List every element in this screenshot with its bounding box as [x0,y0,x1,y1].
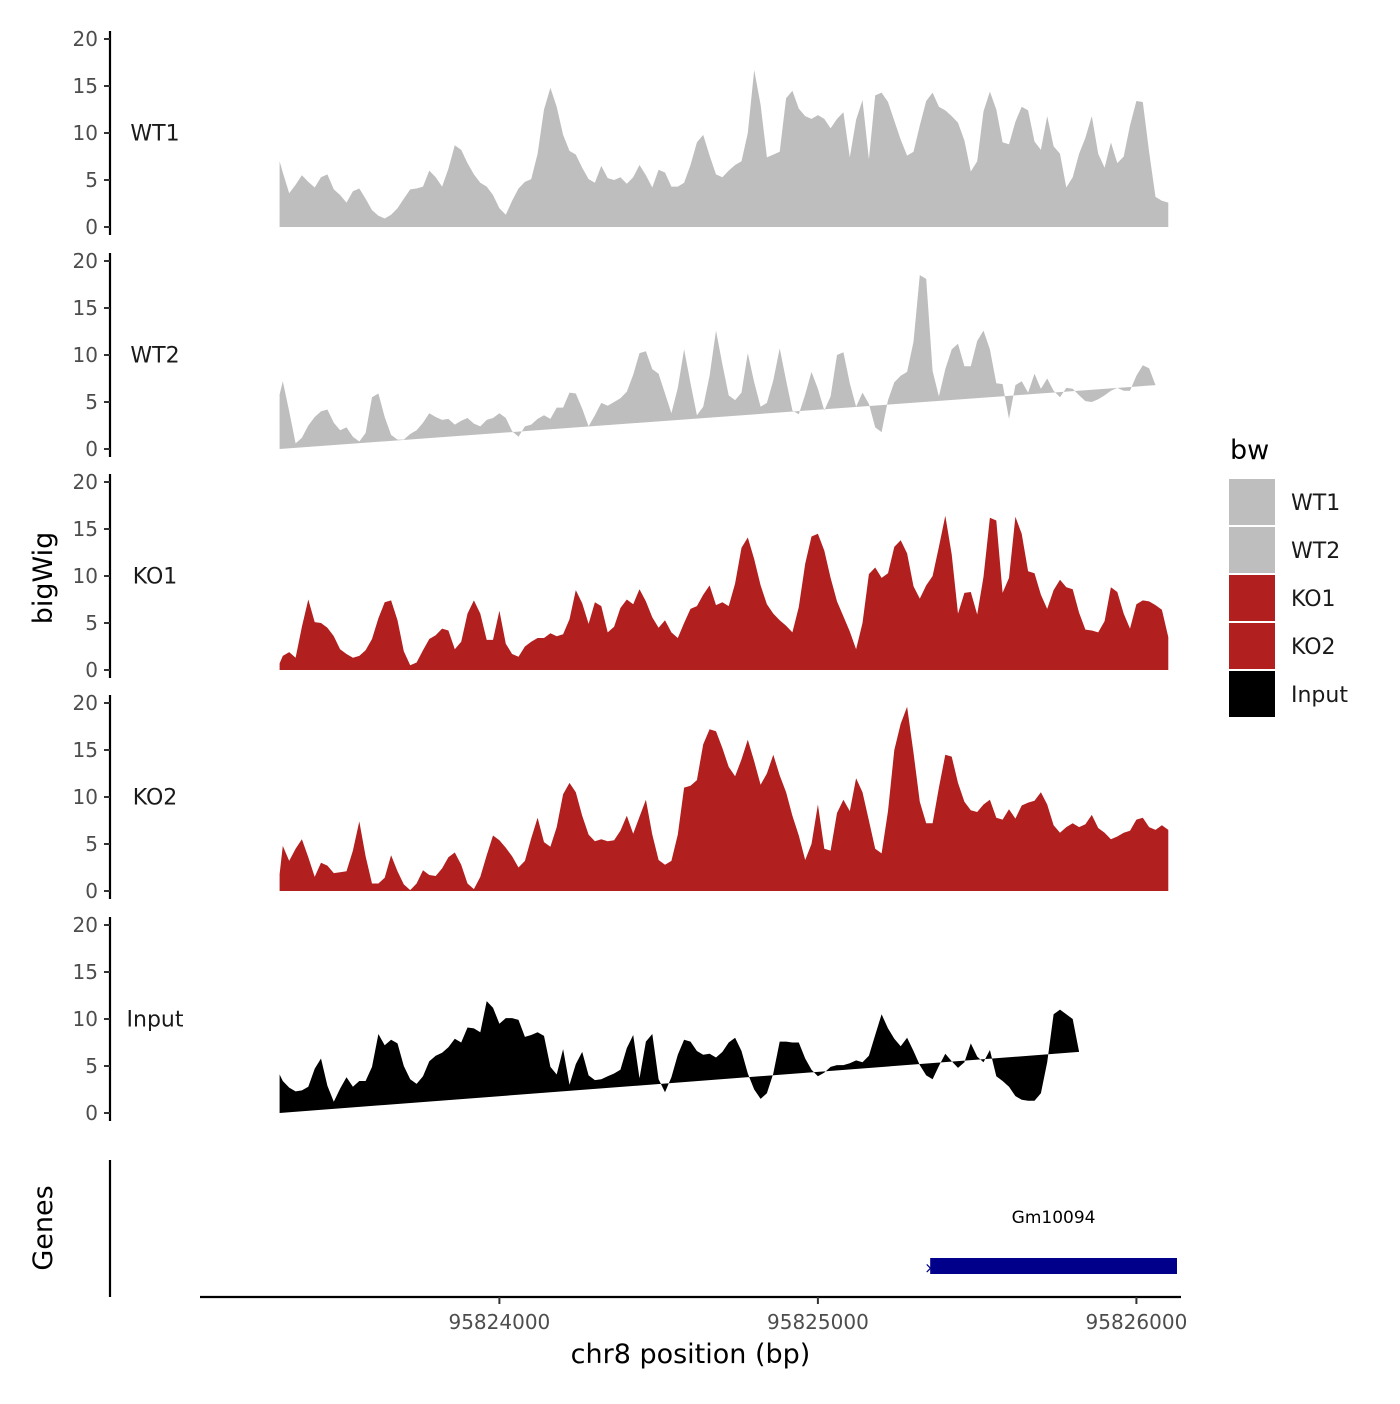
y-tick-label-ko2-15: 15 [73,738,98,762]
y-tick-label-ko2-5: 5 [85,832,98,856]
y-tick-label-wt1-20: 20 [73,27,98,51]
y-tick-label-ko1-15: 15 [73,517,98,541]
y-tick-label-input-5: 5 [85,1054,98,1078]
coverage-area-wt2 [279,275,1156,449]
y-axis-title: bigWig [28,532,59,625]
y-tick-label-wt1-5: 5 [85,168,98,192]
legend-swatch-ko1 [1229,575,1275,621]
legend-label-wt2: WT2 [1291,539,1340,564]
coverage-area-wt1 [279,70,1169,227]
y-tick-label-input-0: 0 [85,1101,98,1125]
y-tick-label-wt2-15: 15 [73,296,98,320]
y-tick-label-ko2-0: 0 [85,879,98,903]
y-tick-label-wt2-0: 0 [85,437,98,461]
genes-panel-title: Genes [28,1185,59,1270]
coverage-area-input [279,1001,1080,1113]
y-tick-label-wt2-5: 5 [85,390,98,414]
track-label-wt2: WT2 [130,344,179,369]
legend-swatch-input [1229,671,1275,717]
coverage-area-ko1 [279,515,1169,670]
legend-label-ko2: KO2 [1291,635,1336,660]
x-tick-label-95824000: 95824000 [448,1310,550,1334]
y-tick-label-ko2-20: 20 [73,691,98,715]
legend-title: bw [1230,435,1269,466]
track-label-ko1: KO1 [133,565,178,590]
x-tick-label-95826000: 95826000 [1086,1310,1188,1334]
y-tick-label-wt1-10: 10 [73,121,98,145]
gene-label-gm10094: Gm10094 [1012,1208,1096,1228]
legend-swatch-ko2 [1229,623,1275,669]
y-tick-label-ko1-5: 5 [85,611,98,635]
y-tick-label-ko1-10: 10 [73,564,98,588]
y-tick-label-ko1-20: 20 [73,470,98,494]
legend-label-input: Input [1291,683,1348,708]
track-label-wt1: WT1 [130,122,179,147]
y-tick-label-wt1-0: 0 [85,215,98,239]
legend-swatch-wt1 [1229,479,1275,525]
gene-body-gm10094 [930,1258,1177,1274]
track-label-input: Input [127,1008,184,1033]
x-axis-title: chr8 position (bp) [571,1339,811,1370]
y-tick-label-ko1-0: 0 [85,658,98,682]
legend-label-wt1: WT1 [1291,491,1340,516]
y-tick-label-wt1-15: 15 [73,74,98,98]
x-tick-label-95825000: 95825000 [767,1310,869,1334]
y-tick-label-input-20: 20 [73,913,98,937]
legend-label-ko1: KO1 [1291,587,1336,612]
y-tick-label-input-10: 10 [73,1007,98,1031]
y-tick-label-ko2-10: 10 [73,785,98,809]
gene-strand-marker: × [924,1259,937,1277]
y-tick-label-wt2-10: 10 [73,343,98,367]
y-tick-label-input-15: 15 [73,960,98,984]
y-tick-label-wt2-20: 20 [73,249,98,273]
legend-swatch-wt2 [1229,527,1275,573]
track-label-ko2: KO2 [133,786,178,811]
coverage-area-ko2 [279,706,1169,891]
